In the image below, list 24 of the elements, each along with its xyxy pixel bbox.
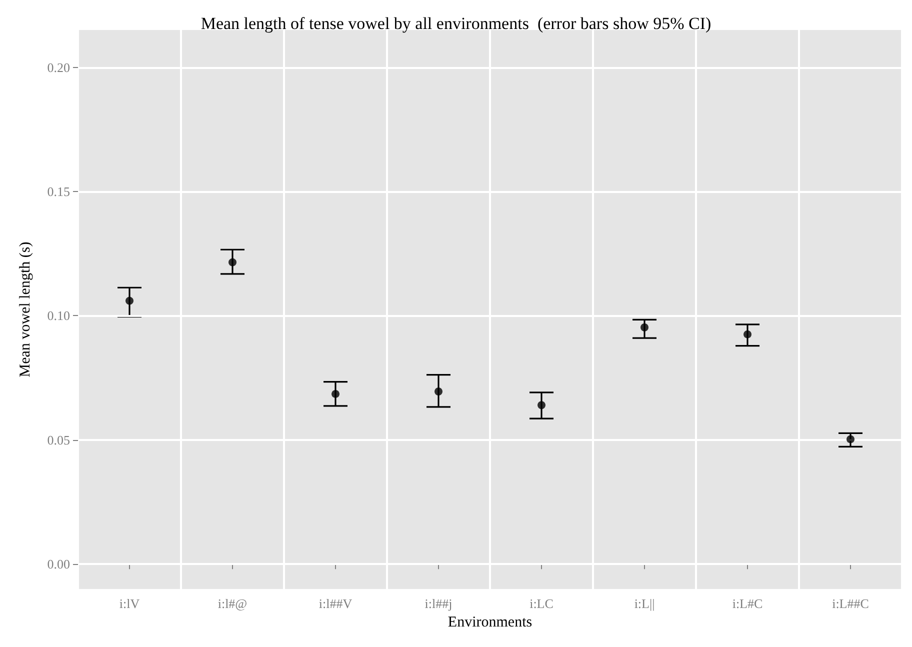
point bbox=[434, 387, 442, 396]
y-tick-label: 0.05 bbox=[47, 432, 70, 448]
x-tick-label: i:L|| bbox=[634, 596, 655, 611]
x-tick-label: i:l##V bbox=[318, 596, 353, 611]
point bbox=[744, 330, 752, 338]
x-tick-label: i:L#C bbox=[732, 596, 763, 611]
y-tick-label: 0.10 bbox=[47, 308, 70, 324]
x-tick-label: i:L##C bbox=[832, 596, 869, 611]
chart-title: Mean length of tense vowel by all environments (error bars show 95% CI) bbox=[200, 14, 712, 33]
y-tick-label: 0.00 bbox=[47, 556, 70, 572]
x-axis-title: Environments bbox=[448, 614, 532, 630]
point bbox=[846, 435, 854, 444]
x-tick-label: i:lV bbox=[119, 596, 140, 611]
y-axis-title: Mean vowel length (s) bbox=[18, 242, 34, 378]
y-tick-label: 0.20 bbox=[47, 60, 70, 75]
point bbox=[538, 401, 546, 410]
x-tick-label: i:l##j bbox=[424, 596, 452, 611]
x-tick-label: i:LC bbox=[530, 596, 554, 611]
point bbox=[126, 296, 134, 305]
point bbox=[640, 323, 648, 332]
x-tick-label: i:l#@ bbox=[218, 596, 248, 611]
point bbox=[228, 258, 236, 266]
point bbox=[332, 390, 340, 398]
y-tick-label: 0.15 bbox=[47, 184, 70, 199]
